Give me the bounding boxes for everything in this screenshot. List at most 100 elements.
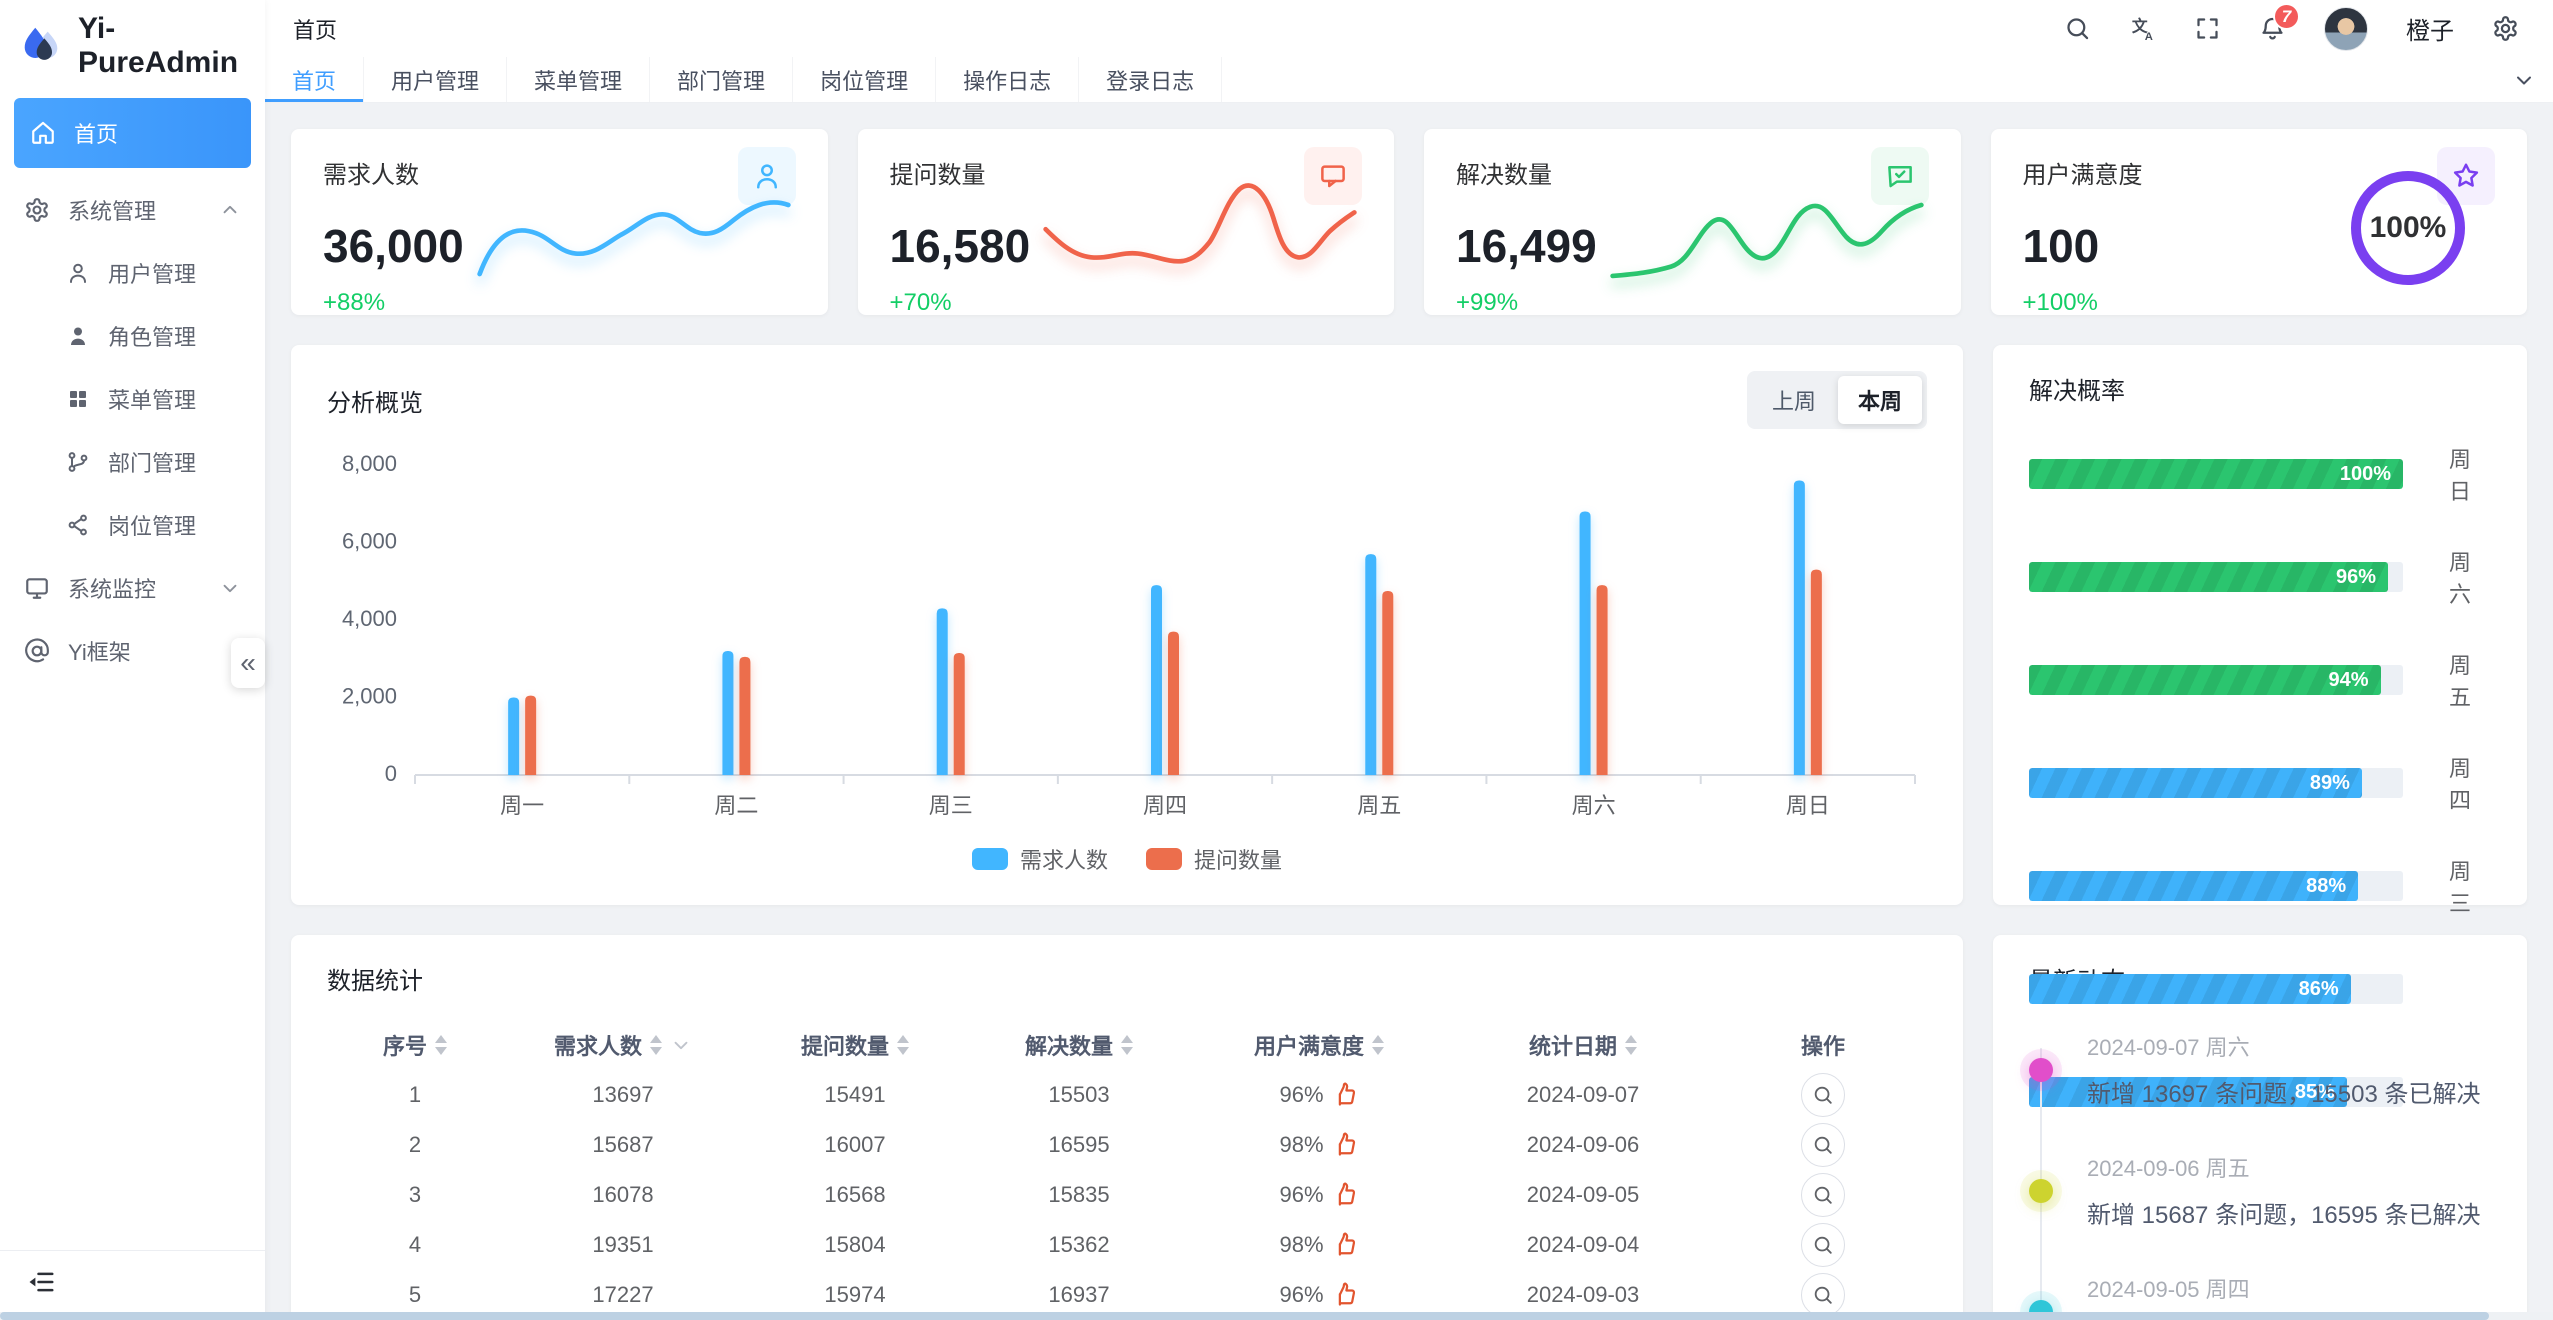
toggle-本周[interactable]: 本周 bbox=[1837, 376, 1922, 424]
cell-date: 2024-09-04 bbox=[1526, 1232, 1640, 1257]
stat-title: 需求人数 bbox=[323, 162, 419, 189]
sidebar-group[interactable]: 系统管理 bbox=[0, 178, 265, 241]
cell-index: 1 bbox=[408, 1082, 422, 1107]
thumb-up-icon bbox=[1332, 1182, 1359, 1209]
toggle-上周[interactable]: 上周 bbox=[1771, 389, 1816, 414]
breadcrumb[interactable]: 首页 bbox=[293, 17, 338, 43]
sidebar-menu: 首页系统管理 用户管理 角色管理 菜单管理 部门管理 岗位管理 系统监控 Yi框架 bbox=[0, 92, 265, 684]
cell-satisfaction: 98% bbox=[1191, 1132, 1447, 1159]
cell-questions: 15804 bbox=[824, 1232, 886, 1257]
stat-value: 16,580 bbox=[889, 220, 1031, 272]
sidebar-subitem[interactable]: 菜单管理 bbox=[0, 367, 265, 430]
gear-icon bbox=[24, 197, 50, 223]
cell-action bbox=[1719, 1173, 1927, 1217]
sidebar-subitem[interactable]: 角色管理 bbox=[0, 304, 265, 367]
sidebar-subitem[interactable]: 岗位管理 bbox=[0, 493, 265, 556]
tab-菜单管理[interactable]: 菜单管理 bbox=[507, 57, 651, 102]
sidebar-subitem[interactable]: 用户管理 bbox=[0, 241, 265, 304]
progress-label: 周六 bbox=[2449, 550, 2472, 607]
middle-row: 分析概览 上周 本周 0 2,000 4,000 6,000 8,000 周一 周二 周三 周四周… bbox=[291, 345, 2527, 1122]
stat-value: 36,000 bbox=[323, 220, 464, 272]
column-label: 操作 bbox=[1800, 1034, 1845, 1059]
legend-item[interactable]: 提问数量 bbox=[1146, 843, 1282, 875]
tab-岗位管理[interactable]: 岗位管理 bbox=[793, 57, 937, 102]
progress-fill: 100% bbox=[2029, 459, 2403, 489]
svg-text:周日: 周日 bbox=[1786, 793, 1830, 818]
bar bbox=[936, 608, 948, 775]
legend-item[interactable]: 需求人数 bbox=[971, 843, 1108, 875]
table-row: 5 17227 15974 16937 96% 2024-09-03 bbox=[327, 1270, 1927, 1320]
chart-legend: 需求人数 提问数量 bbox=[327, 843, 1927, 875]
column-header: 解决数量 bbox=[967, 1029, 1191, 1061]
table-row: 1 13697 15491 15503 96% 2024-09-07 bbox=[327, 1070, 1927, 1120]
svg-text:8,000: 8,000 bbox=[342, 451, 397, 476]
avatar[interactable] bbox=[2324, 6, 2368, 51]
timeline-date: 2024-09-07 周六 bbox=[2087, 1035, 2250, 1060]
progress-track: 100% bbox=[2029, 459, 2403, 489]
chat-icon bbox=[1304, 147, 1362, 205]
sort-caret-icon[interactable] bbox=[435, 1035, 447, 1055]
tab-操作日志[interactable]: 操作日志 bbox=[936, 57, 1080, 102]
sidebar-item[interactable]: Yi框架 bbox=[0, 619, 265, 682]
sidebar-collapse-handle[interactable]: « bbox=[231, 638, 265, 688]
sort-caret-icon[interactable] bbox=[1625, 1035, 1637, 1055]
view-detail-button[interactable] bbox=[1801, 1073, 1845, 1117]
sidebar-item-home[interactable]: 首页 bbox=[14, 98, 251, 168]
progress-value: 85% bbox=[2294, 1080, 2335, 1103]
bar bbox=[525, 695, 537, 775]
sort-caret-icon[interactable] bbox=[897, 1035, 909, 1055]
logo[interactable]: Yi-PureAdmin bbox=[0, 0, 265, 92]
tab-部门管理[interactable]: 部门管理 bbox=[650, 57, 794, 102]
svg-text:2,000: 2,000 bbox=[342, 683, 397, 708]
cell-questions: 15974 bbox=[824, 1282, 886, 1307]
progress-value: 96% bbox=[2336, 565, 2377, 588]
logo-drop-icon bbox=[18, 23, 64, 69]
sparkline bbox=[474, 177, 794, 289]
search-icon[interactable] bbox=[2064, 15, 2091, 42]
timeline-dot bbox=[2029, 1179, 2053, 1203]
bell-icon[interactable]: 7 bbox=[2259, 3, 2300, 42]
cell-date: 2024-09-05 bbox=[1526, 1182, 1640, 1207]
stat-title: 用户满意度 bbox=[2022, 162, 2143, 189]
tab-首页[interactable]: 首页 bbox=[265, 57, 365, 102]
menu-fold-icon[interactable] bbox=[26, 1267, 56, 1297]
svg-text:周三: 周三 bbox=[929, 793, 973, 818]
tab-登录日志[interactable]: 登录日志 bbox=[1079, 57, 1223, 102]
data-table-title: 数据统计 bbox=[327, 968, 423, 995]
sort-caret-icon[interactable] bbox=[1372, 1035, 1384, 1055]
home-icon bbox=[30, 120, 56, 146]
analysis-title: 分析概览 bbox=[327, 389, 423, 417]
sidebar-group[interactable]: 系统监控 bbox=[0, 556, 265, 619]
view-detail-button[interactable] bbox=[1801, 1123, 1845, 1167]
view-detail-button[interactable] bbox=[1801, 1173, 1845, 1217]
legend-swatch bbox=[1146, 848, 1182, 870]
bar bbox=[722, 651, 734, 775]
filter-chevron-icon[interactable] bbox=[670, 1034, 692, 1056]
sort-caret-icon[interactable] bbox=[1121, 1035, 1133, 1055]
sidebar-subitem[interactable]: 部门管理 bbox=[0, 430, 265, 493]
scrollbar-thumb[interactable] bbox=[0, 1312, 2490, 1320]
solve-rate-row: 96% 周六 bbox=[2029, 545, 2491, 609]
branch-icon bbox=[66, 450, 90, 474]
view-detail-button[interactable] bbox=[1801, 1273, 1845, 1317]
progress-label: 周四 bbox=[2449, 756, 2472, 813]
grid-icon bbox=[66, 387, 90, 411]
sparkline bbox=[1607, 177, 1927, 289]
stat-card: 提问数量 16,580 +70% bbox=[857, 129, 1394, 316]
username[interactable]: 橙子 bbox=[2406, 18, 2454, 45]
satisfaction-value: 96% bbox=[1279, 1182, 1324, 1207]
settings-gear-icon[interactable] bbox=[2492, 15, 2519, 42]
tabs-dropdown-chevron-icon[interactable] bbox=[2495, 57, 2553, 102]
thumb-up-icon bbox=[1332, 1132, 1359, 1159]
sort-caret-icon[interactable] bbox=[650, 1035, 662, 1055]
tabbar: 首页 用户管理 菜单管理 部门管理 岗位管理 操作日志 登录日志 bbox=[265, 57, 2553, 103]
bottom-row: 数据统计 序号 需求人数 提问数量 解决数量 用户满意度 统计日期 操作 1 13697 154… bbox=[291, 935, 2527, 1320]
view-detail-button[interactable] bbox=[1801, 1223, 1845, 1267]
column-label: 提问数量 bbox=[800, 1034, 889, 1059]
tab-用户管理[interactable]: 用户管理 bbox=[364, 57, 508, 102]
cell-action bbox=[1719, 1073, 1927, 1117]
bar bbox=[1596, 585, 1608, 775]
fullscreen-icon[interactable] bbox=[2194, 15, 2221, 42]
